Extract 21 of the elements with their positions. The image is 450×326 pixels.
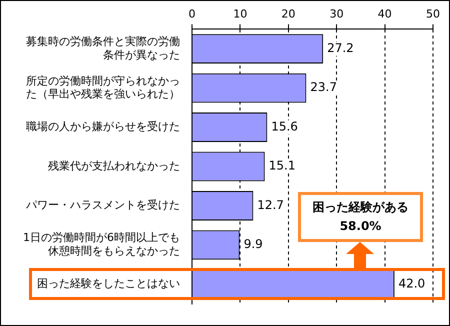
data-label: 42.0 [398, 276, 426, 290]
x-tick-label: 40 [378, 7, 392, 20]
annotation: 困った経験がある 58.0% [298, 192, 424, 242]
x-tick-label: 20 [281, 7, 296, 20]
x-tick-label: 50 [426, 7, 440, 20]
y-tick-label: 困った経験をしたことはない [36, 277, 180, 290]
y-tick-label: パワー・ハラスメントを受けた [24, 198, 180, 212]
data-label: 23.7 [310, 80, 337, 94]
y-tick-label: 募集時の労働条件と実際の労働条件が異なった [26, 35, 180, 62]
x-tick-label: 0 [188, 7, 196, 20]
y-tick-label: 1日の労働時間が6時間以上でも休憩時間をもらえなかった [22, 231, 180, 258]
x-tick-label: 10 [233, 7, 248, 20]
data-label: 12.7 [257, 198, 284, 212]
data-label: 15.1 [268, 158, 296, 173]
data-label: 9.9 [244, 237, 263, 252]
data-label: 15.6 [271, 119, 298, 134]
data-label: 27.2 [327, 40, 354, 55]
x-tick-label: 30 [330, 7, 344, 20]
y-tick-label: 所定の労働時間が守られなかった（早出や残業を強いられた） [26, 74, 180, 100]
y-tick-label: 職場の人から嫌がらせを受けた [26, 120, 180, 134]
y-tick-label: 残業代が支払われなかった [48, 159, 180, 172]
